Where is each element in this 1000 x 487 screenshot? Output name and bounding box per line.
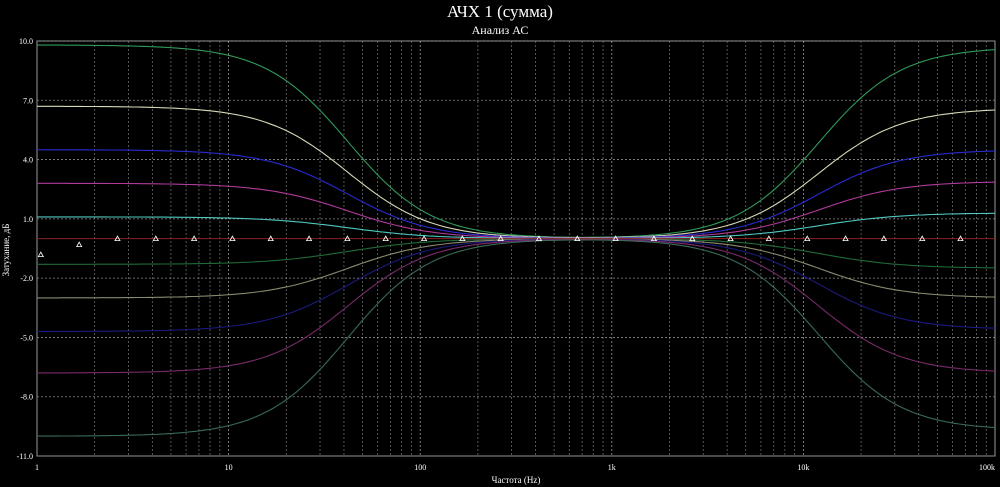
y-tick-label: 1.0 xyxy=(23,215,33,224)
curves xyxy=(37,44,996,437)
triangle-marker xyxy=(190,235,198,242)
y-tick-labels: 10.0 7.0 4.0 1.0 -2.0 -5.0 -8.0 -11.0 xyxy=(17,37,33,461)
triangle-marker xyxy=(114,235,121,242)
chart-title: АЧХ 1 (сумма) xyxy=(447,2,553,21)
y-tick-label: 10.0 xyxy=(19,37,33,46)
triangle-marker xyxy=(535,235,543,242)
x-tick-label: 1 xyxy=(35,463,39,472)
y-axis-label: Затухание, дБ xyxy=(1,224,11,277)
triangle-marker xyxy=(229,235,236,242)
x-tick-label: 100 xyxy=(414,463,426,472)
triangle-marker xyxy=(267,235,274,242)
x-tick-label: 10 xyxy=(225,463,233,472)
series-line-2 xyxy=(37,105,996,239)
y-tick-label: -8.0 xyxy=(20,393,33,402)
flat-series-markers xyxy=(37,235,964,258)
triangle-marker xyxy=(650,235,658,242)
series-line-4 xyxy=(37,181,996,239)
triangle-marker xyxy=(957,235,964,242)
series-line-7 xyxy=(37,238,996,299)
y-tick-label: -2.0 xyxy=(20,274,33,283)
x-axis-label: Частота (Hz) xyxy=(492,475,541,485)
series-line-8 xyxy=(37,238,996,332)
triangle-marker xyxy=(497,235,504,242)
y-tick-label: -5.0 xyxy=(20,333,33,342)
triangle-marker xyxy=(574,235,581,242)
triangle-marker xyxy=(459,235,466,242)
y-tick-label: 7.0 xyxy=(23,96,33,105)
series-line-1 xyxy=(37,44,996,238)
triangle-marker xyxy=(919,235,926,242)
series-line-10 xyxy=(37,239,996,437)
x-tick-labels: 1 10 100 1k 10k 100k xyxy=(35,463,995,472)
triangle-marker xyxy=(727,235,734,242)
plot-area xyxy=(36,40,996,457)
x-tick-label: 1k xyxy=(608,463,616,472)
triangle-marker xyxy=(689,235,696,242)
series-line-3 xyxy=(37,149,996,239)
x-tick-label: 10k xyxy=(797,463,809,472)
y-tick-label: -11.0 xyxy=(17,452,33,461)
x-tick-label: 100k xyxy=(979,463,995,472)
y-tick-label: 4.0 xyxy=(23,156,33,165)
triangle-marker xyxy=(420,235,428,242)
triangle-marker xyxy=(765,235,773,242)
series-line-9 xyxy=(37,239,996,374)
triangle-marker xyxy=(75,241,83,248)
triangle-marker xyxy=(804,235,811,242)
triangle-marker xyxy=(382,235,389,242)
triangle-marker xyxy=(880,235,888,242)
triangle-marker xyxy=(305,235,313,242)
triangle-marker xyxy=(37,251,45,258)
triangle-marker xyxy=(842,235,849,242)
triangle-marker xyxy=(152,235,159,242)
triangle-marker xyxy=(344,235,351,242)
chart-subtitle: Анализ АС xyxy=(472,23,529,37)
triangle-marker xyxy=(612,235,619,242)
